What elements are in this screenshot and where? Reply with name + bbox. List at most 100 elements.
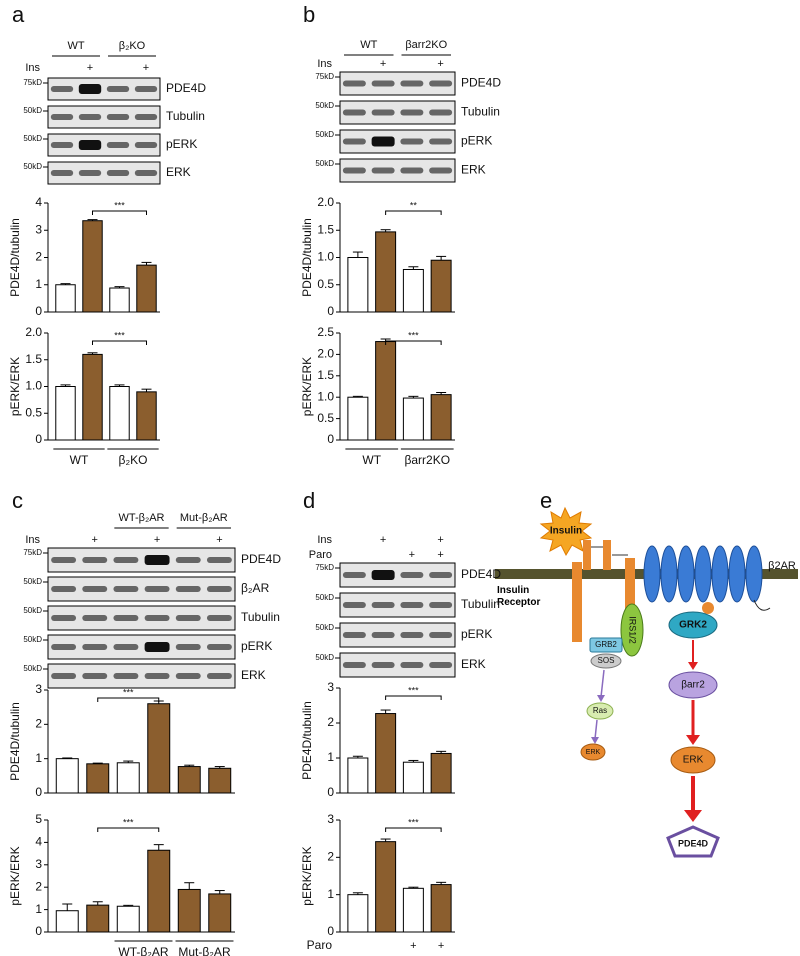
group-label: β₂KO xyxy=(119,453,148,467)
marker-label: 75kD xyxy=(315,72,334,81)
panel-letter: c xyxy=(12,488,23,513)
y-tick-label: 0 xyxy=(327,785,334,799)
treatment-mark: + xyxy=(154,534,160,546)
blot-band xyxy=(342,167,366,174)
blot-strip xyxy=(339,129,456,154)
blot-group-label: βarr2KO xyxy=(405,39,447,51)
band-label: pERK xyxy=(241,639,272,653)
blot-band xyxy=(400,80,424,87)
y-axis-label: PDE4D/tubulin xyxy=(300,701,314,780)
marker-label: 75kD xyxy=(23,548,42,557)
marker-label: 50kD xyxy=(315,593,334,602)
blot-band xyxy=(50,170,74,176)
y-tick-label: 2.5 xyxy=(317,325,334,339)
blot-band xyxy=(400,662,424,668)
group-label: βarr2KO xyxy=(404,453,450,467)
y-tick-label: 2.0 xyxy=(317,195,334,209)
bar xyxy=(375,713,397,794)
ras-shape xyxy=(586,702,614,720)
bar xyxy=(136,264,157,313)
blot-band xyxy=(82,644,108,650)
treatment-mark: + xyxy=(143,62,149,74)
receptor-alpha xyxy=(583,540,591,570)
blot-band xyxy=(400,602,424,608)
blot-band xyxy=(175,615,201,621)
band-label: PDE4D xyxy=(241,552,281,566)
blot-band xyxy=(144,615,170,621)
arrowhead xyxy=(684,810,702,822)
bar xyxy=(347,257,369,313)
bar xyxy=(430,884,452,933)
treatment-mark: + xyxy=(380,534,386,546)
blot-band xyxy=(206,586,232,592)
group-label: WT xyxy=(362,453,381,467)
y-tick-label: 0 xyxy=(327,432,334,446)
arrowhead xyxy=(686,735,700,745)
blot-band xyxy=(113,644,139,650)
blot-band xyxy=(175,586,201,592)
blot-band xyxy=(51,673,77,679)
treatment-mark: + xyxy=(409,549,415,561)
y-tick-label: 0.5 xyxy=(317,277,334,291)
receptor-label-box: Insulin Receptor xyxy=(497,585,540,608)
sos-shape xyxy=(590,653,622,669)
significance-label: *** xyxy=(408,330,419,340)
blot-band xyxy=(429,572,453,578)
bar xyxy=(375,841,397,933)
blot-band xyxy=(400,632,424,638)
significance-label: *** xyxy=(123,687,134,697)
blot-band xyxy=(134,170,158,176)
blot-band xyxy=(342,109,366,116)
node-label: ERK xyxy=(683,755,704,766)
blot-band xyxy=(400,572,424,578)
marker-label: 50kD xyxy=(315,653,334,662)
bar xyxy=(55,284,76,313)
blot-band xyxy=(106,142,130,148)
bar xyxy=(402,268,424,313)
band-label: Tubulin xyxy=(461,105,500,119)
marker-label: 50kD xyxy=(23,606,42,615)
band-label: Tubulin xyxy=(166,109,205,123)
marker-label: 50kD xyxy=(23,162,42,171)
significance-bracket xyxy=(385,340,442,345)
marker-label: 50kD xyxy=(23,106,42,115)
blot-band xyxy=(51,586,77,592)
bar xyxy=(136,391,157,441)
blot-band xyxy=(82,673,108,679)
panel-letter: d xyxy=(303,488,315,513)
treatment-label: Paro xyxy=(307,938,333,952)
blot-band xyxy=(51,557,77,563)
bar xyxy=(402,761,424,794)
blot-band xyxy=(50,114,74,120)
y-tick-label: 1 xyxy=(327,750,334,764)
y-tick-label: 3 xyxy=(35,682,42,696)
significance-bracket xyxy=(385,827,442,832)
y-tick-label: 1 xyxy=(35,751,42,765)
band-label: PDE4D xyxy=(461,76,501,90)
blot-group-label: β₂KO xyxy=(119,40,146,52)
blot-band xyxy=(206,673,232,679)
bar xyxy=(109,287,130,313)
y-axis-label: PDE4D/tubulin xyxy=(300,218,314,297)
blot-band xyxy=(342,138,366,145)
blot-strip xyxy=(47,133,161,157)
bar xyxy=(208,893,232,933)
arrowhead xyxy=(591,737,599,744)
y-tick-label: 1 xyxy=(327,887,334,901)
pathway-diagram: Insulin Insulin Receptor β2AR IRS1/2 GRB… xyxy=(495,506,798,858)
blot-band xyxy=(342,572,366,578)
ligand-label: Insulin xyxy=(550,526,582,537)
group-label: Mut-β₂AR xyxy=(178,945,231,956)
significance-bracket xyxy=(92,210,147,215)
significance-label: ** xyxy=(410,200,418,210)
y-tick-label: 2 xyxy=(35,250,42,264)
blot-strip xyxy=(339,158,456,183)
grk2-shape xyxy=(668,611,718,639)
blot-band xyxy=(400,167,424,174)
marker-label: 75kD xyxy=(23,78,42,87)
significance-bracket xyxy=(97,697,160,702)
blot-band xyxy=(429,138,453,145)
blot-band xyxy=(144,586,170,592)
bar xyxy=(402,397,424,441)
blot-band xyxy=(144,555,170,565)
